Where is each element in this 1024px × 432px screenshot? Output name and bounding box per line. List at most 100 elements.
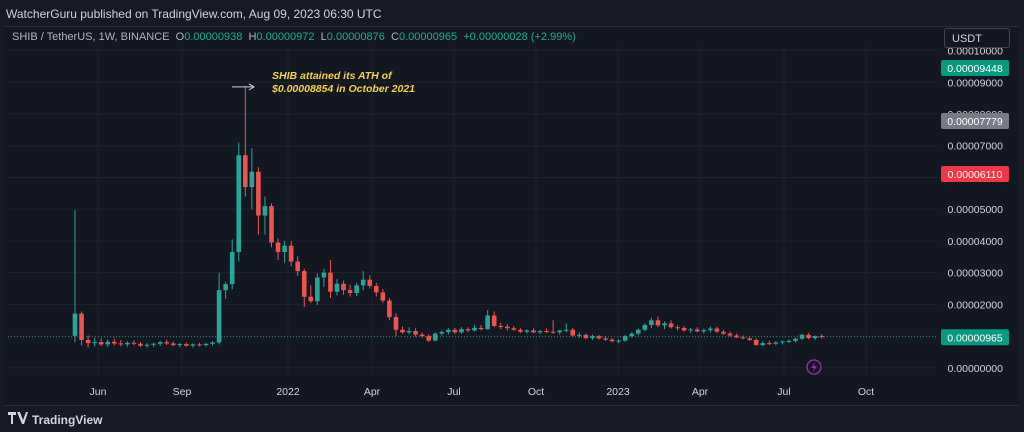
x-tick-label: Apr — [692, 386, 709, 398]
candle-body — [216, 290, 222, 343]
candle-body — [256, 171, 261, 216]
candle-body — [544, 331, 549, 333]
candle-body — [491, 315, 497, 326]
x-tick-label: Oct — [528, 386, 544, 398]
x-tick-label: Jul — [777, 386, 790, 398]
candle-body — [400, 329, 405, 333]
candle-body — [498, 325, 504, 327]
candle-body — [799, 334, 805, 339]
candle-body — [577, 334, 582, 336]
symbol-label[interactable]: SHIB / TetherUS, 1W, BINANCE — [12, 31, 170, 43]
candle-body — [170, 343, 176, 346]
candle-body — [275, 242, 281, 253]
high-value: 0.00000972 — [256, 31, 315, 43]
candle-body — [590, 336, 595, 339]
price-tag-label: 0.00000965 — [947, 332, 1003, 344]
currency-button[interactable]: USDT — [944, 28, 1010, 48]
candle-body — [662, 323, 667, 326]
candle-body — [236, 155, 242, 253]
candle-body — [249, 171, 255, 187]
y-tick-label: 0.00005000 — [948, 204, 1004, 216]
chart-pane[interactable] — [5, 26, 1018, 406]
x-tick-label: 2023 — [606, 386, 630, 398]
candle-body — [688, 329, 693, 331]
price-tag — [941, 329, 1009, 346]
candle-body — [786, 340, 792, 342]
lightning-bolt-icon — [811, 362, 817, 372]
x-tick-label: Jul — [447, 386, 460, 398]
candle-body — [740, 337, 746, 339]
candle-body — [563, 329, 569, 331]
candle-body — [819, 336, 824, 338]
price-tag — [941, 60, 1009, 77]
candle-body — [603, 338, 608, 340]
candle-body — [727, 333, 733, 336]
candle-body — [138, 343, 143, 346]
candle-body — [72, 313, 78, 336]
candle-body — [531, 330, 536, 333]
candle-body — [151, 343, 156, 345]
candle-body — [446, 329, 451, 333]
candle-body — [642, 325, 648, 330]
y-tick-label: 0.00007000 — [948, 141, 1004, 153]
candle-body — [780, 341, 785, 343]
candle-body — [701, 330, 707, 332]
candle-body — [112, 341, 117, 344]
candle-body — [79, 313, 84, 340]
candle-body — [505, 326, 510, 329]
candle-body — [288, 245, 294, 262]
close-label: C — [391, 31, 399, 43]
candle-body — [380, 292, 386, 301]
candle-body — [197, 344, 202, 346]
candle-body — [485, 315, 490, 330]
price-tag — [941, 165, 1009, 182]
candle-body — [282, 245, 287, 253]
candle-body — [622, 336, 628, 341]
y-tick-label: 0.00000000 — [948, 363, 1004, 375]
x-tick-label: Apr — [364, 386, 381, 398]
candle-body — [681, 327, 687, 331]
x-tick-label: Oct — [858, 386, 874, 398]
candle-body — [747, 338, 752, 340]
candle-body — [328, 272, 333, 292]
candle-body — [341, 283, 346, 291]
candle-body — [334, 283, 340, 292]
price-tag-label: 0.00006110 — [948, 169, 1003, 181]
candle-body — [315, 277, 320, 302]
candle-body — [550, 331, 556, 333]
close-value: 0.00000965 — [398, 31, 458, 43]
tradingview-logo[interactable]: TradingView — [8, 412, 102, 427]
candle-body — [616, 340, 621, 342]
candle-body — [812, 336, 818, 339]
candle-body — [760, 343, 766, 346]
x-tick-label: 2022 — [276, 386, 300, 398]
x-tick-label: Jun — [90, 386, 107, 398]
tradingview-logo-icon — [8, 412, 28, 427]
annotation-line-1: SHIB attained its ATH of — [272, 70, 393, 82]
candle-body — [734, 335, 739, 338]
y-tick-label: 0.00002000 — [948, 299, 1004, 311]
candle-body — [177, 344, 183, 346]
candle-body — [426, 336, 431, 341]
candle-body — [98, 342, 104, 345]
candle-body — [721, 331, 726, 334]
candle-body — [92, 342, 97, 344]
open-label: O — [175, 31, 185, 43]
candle-body — [184, 344, 189, 346]
candle-body — [262, 206, 268, 216]
annotation-arrowhead — [248, 83, 255, 91]
candle-body — [105, 341, 111, 345]
candle-body — [223, 284, 228, 291]
price-tag-label: 0.00009448 — [947, 63, 1003, 75]
candle-body — [295, 261, 300, 272]
candle-body — [524, 330, 530, 332]
candle-body — [655, 320, 661, 326]
candle-body — [374, 286, 379, 293]
candle-body — [354, 285, 359, 293]
price-tag-label: 0.00007779 — [947, 116, 1003, 128]
open-value: 0.00000938 — [184, 31, 243, 43]
candle-body — [243, 155, 248, 187]
candle-body — [649, 320, 654, 326]
candle-body — [537, 331, 543, 333]
